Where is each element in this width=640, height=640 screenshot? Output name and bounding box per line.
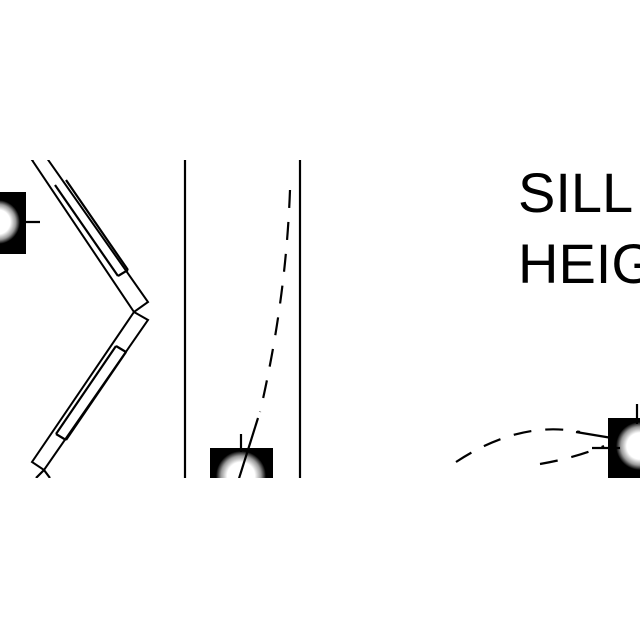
leaf-glass-line (55, 345, 117, 435)
label-height: HEIG (518, 232, 640, 295)
swing-arc-upper (455, 428, 581, 463)
swing-path-dashed (258, 189, 292, 413)
pivot-symbol-center (210, 417, 273, 478)
leaf-joint (117, 269, 129, 277)
label-sill: SILL (518, 161, 633, 224)
leaf-glass-line (65, 179, 129, 271)
swing-leader (575, 430, 613, 440)
leaf-joint (115, 345, 127, 353)
leaf-glass-line (65, 351, 127, 441)
window-leaf-lower (30, 310, 150, 472)
leaf-glass-line (54, 184, 119, 277)
leaf-stub (35, 468, 51, 478)
leaf-joint (55, 433, 67, 441)
window-leaf-upper (30, 160, 150, 314)
swing-arc-lower (539, 444, 605, 466)
folding-window-panels (30, 160, 150, 478)
pivot-symbol-right (592, 404, 640, 478)
pivot-symbol-left (0, 192, 40, 254)
